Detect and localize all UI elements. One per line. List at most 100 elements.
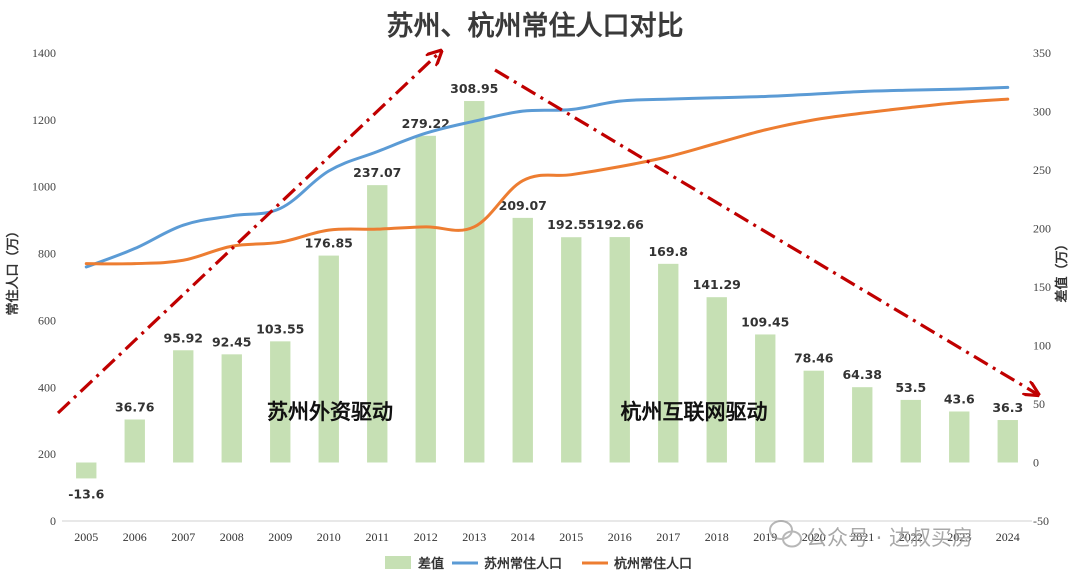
left-axis: 0 200 400 600 800 1000 1200 1400 [32,46,56,528]
bar-value-label: 64.38 [842,367,882,382]
x-axis: 2005 2006 2007 2008 2009 2010 2011 2012 2013 2014… [62,520,1032,544]
x-tick-label: 2009 [268,530,292,544]
annotation-hangzhou: 杭州互联网驱动 [621,400,768,424]
left-tick-label: 200 [38,447,56,461]
difference-bar [124,419,145,463]
bar-value-label: 192.66 [596,217,645,232]
bar-value-label: 279.22 [402,116,450,131]
right-tick-label: 350 [1033,46,1051,60]
trend-arrow-down [494,68,1037,394]
x-tick-label: 2016 [608,530,632,544]
x-tick-label: 2013 [462,530,486,544]
bar-value-label: 192.55 [547,217,595,232]
difference-bar [852,387,873,463]
x-tick-label: 2021 [850,530,874,544]
left-tick-label: 0 [50,514,56,528]
x-tick-label: 2015 [559,530,583,544]
right-tick-label: 100 [1033,339,1051,353]
x-tick-label: 2010 [317,530,341,544]
right-tick-label: 300 [1033,105,1051,119]
trend-arrow-up [56,52,440,415]
legend-swatch-difference [385,556,411,569]
left-axis-label: 常住人口（万） [5,224,21,315]
legend-label-suzhou: 苏州常住人口 [484,556,562,572]
right-axis: -50 0 50 100 150 200 250 300 350 [1033,46,1051,528]
difference-bar [997,420,1018,463]
x-tick-label: 2006 [123,530,147,544]
x-tick-label: 2014 [511,530,535,544]
difference-bar [561,237,582,463]
bar-value-label: 103.55 [256,321,304,336]
bar-value-label: 78.46 [794,351,834,366]
right-tick-label: 150 [1033,280,1051,294]
x-tick-label: 2005 [74,530,98,544]
right-tick-label: 200 [1033,222,1051,236]
left-tick-label: 1000 [32,180,56,194]
trend-arrows [56,52,1037,415]
right-tick-label: 50 [1033,397,1045,411]
bar-value-label: 308.95 [450,81,498,96]
difference-bar [318,255,339,463]
bar-value-label: 36.76 [115,399,155,414]
population-lines [84,85,1010,269]
chart-title: 苏州、杭州常住人口对比 [387,10,684,42]
right-tick-label: -50 [1033,514,1049,528]
x-tick-label: 2008 [220,530,244,544]
legend-label-hangzhou: 杭州常住人口 [614,556,692,572]
x-tick-label: 2024 [996,530,1020,544]
difference-bar [270,341,291,463]
left-tick-label: 400 [38,380,56,394]
bar-value-label: 237.07 [353,165,401,180]
difference-bar [949,411,970,463]
bar-value-label: 53.5 [895,380,926,395]
difference-bar [464,101,485,463]
watermark-text: 公众号 · 达叔买房 [806,526,973,550]
difference-bar [658,263,679,463]
difference-bar [803,370,824,463]
difference-bar [706,297,727,463]
hangzhou-population-line [84,97,1010,266]
suzhou-population-line [84,85,1010,269]
difference-bar [415,135,436,463]
bar-value-label: 176.85 [305,236,353,251]
right-tick-label: 0 [1033,456,1039,470]
bar-value-label: 169.8 [648,244,688,259]
wechat-icon [769,520,802,548]
bar-value-label: 209.07 [499,198,547,213]
difference-bar [221,354,242,463]
difference-bars [76,101,1018,479]
bar-value-label: 95.92 [163,330,203,345]
bar-value-label: 141.29 [693,277,741,292]
bar-value-label: 43.6 [944,391,975,406]
difference-bar [173,350,194,463]
bar-value-label: 92.45 [212,334,252,349]
x-tick-label: 2007 [171,530,195,544]
x-tick-label: 2022 [899,530,923,544]
x-tick-label: 2018 [705,530,729,544]
left-tick-label: 1200 [32,113,56,127]
x-tick-label: 2011 [365,530,389,544]
left-tick-label: 800 [38,247,56,261]
x-tick-label: 2023 [947,530,971,544]
difference-bar [512,217,533,463]
difference-bar [609,237,630,463]
bar-value-label: -13.6 [68,486,104,501]
watermark: 公众号 · 达叔买房 [769,520,973,550]
bar-value-label: 109.45 [741,314,789,329]
difference-bar [367,185,388,463]
x-tick-label: 2012 [414,530,438,544]
difference-bar [900,399,921,463]
legend: 差值 苏州常住人口 杭州常住人口 [385,556,692,572]
right-axis-label: 差值（万） [1054,237,1070,302]
difference-bar [755,334,776,463]
x-tick-label: 2017 [656,530,680,544]
x-tick-label: 2020 [802,530,826,544]
left-tick-label: 1400 [32,46,56,60]
difference-bar-labels: -13.6 36.76 95.92 92.45 103.55 176.85 237.07 27… [68,81,1023,501]
left-tick-label: 600 [38,313,56,327]
bar-value-label: 36.3 [992,400,1023,415]
difference-bar [76,462,97,479]
right-tick-label: 250 [1033,163,1051,177]
legend-label-difference: 差值 [418,556,444,572]
